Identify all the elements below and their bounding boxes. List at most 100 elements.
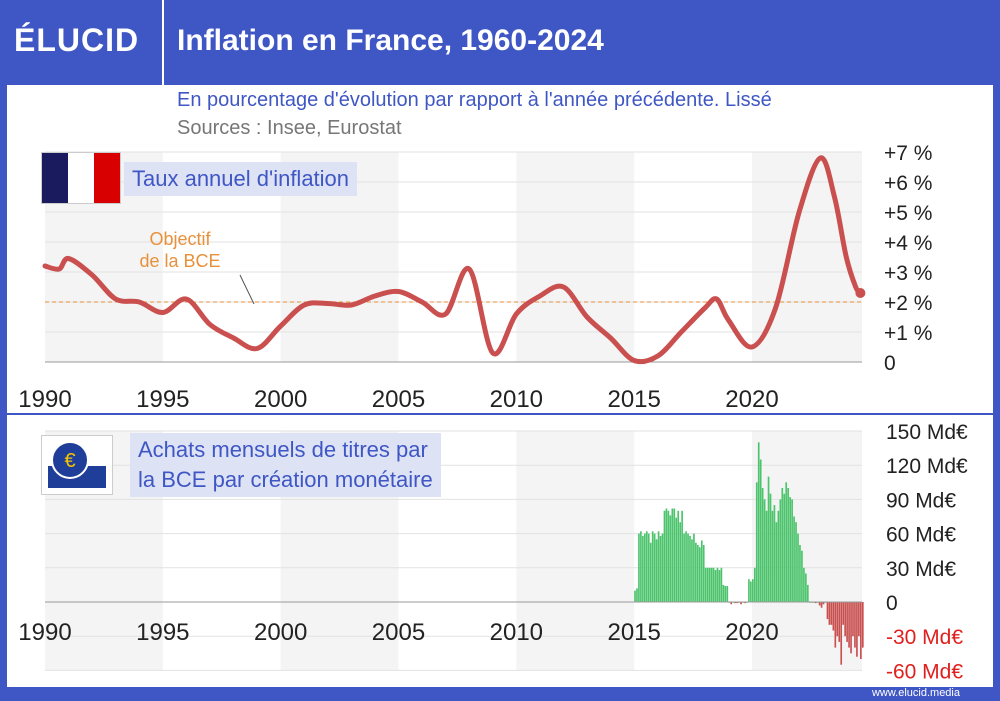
bar bbox=[716, 567, 719, 602]
ecb-target-annotation: Objectif de la BCE bbox=[120, 228, 240, 272]
bar bbox=[740, 602, 742, 605]
bar bbox=[706, 567, 709, 602]
subtitle: En pourcentage d'évolution par rapport à… bbox=[177, 89, 772, 111]
y-tick-label: +5 % bbox=[884, 202, 932, 225]
bar bbox=[677, 510, 680, 602]
bar bbox=[797, 533, 799, 602]
ecb-chart-label: Achats mensuels de titres par la BCE par… bbox=[130, 433, 441, 497]
bar bbox=[702, 545, 705, 602]
bar bbox=[757, 442, 760, 602]
bar bbox=[761, 488, 764, 602]
x-tick-label: 2000 bbox=[254, 386, 307, 413]
bar bbox=[636, 588, 638, 602]
bar bbox=[671, 508, 674, 602]
bar bbox=[846, 602, 848, 642]
x-tick-label: 2020 bbox=[725, 386, 778, 413]
last-point-marker bbox=[855, 288, 866, 298]
bar bbox=[697, 545, 699, 602]
bar bbox=[687, 533, 689, 602]
bar bbox=[752, 579, 754, 602]
bar bbox=[659, 535, 662, 602]
bar bbox=[769, 493, 772, 602]
bar bbox=[744, 602, 746, 604]
bar bbox=[693, 533, 695, 602]
bar bbox=[777, 510, 780, 602]
bar bbox=[801, 550, 803, 602]
bar bbox=[844, 602, 846, 637]
y-tick-label: -60 Md€ bbox=[886, 660, 963, 683]
x-tick-label: 2005 bbox=[372, 619, 425, 646]
bar bbox=[643, 533, 646, 602]
bar bbox=[722, 584, 725, 602]
bar bbox=[795, 522, 797, 602]
bar bbox=[663, 510, 666, 602]
y-tick-label: +7 % bbox=[884, 142, 932, 165]
bar bbox=[718, 570, 721, 602]
x-tick-label: 1990 bbox=[18, 619, 71, 646]
y-tick-label: 30 Md€ bbox=[886, 558, 956, 581]
bar bbox=[689, 535, 691, 602]
y-tick-label: +2 % bbox=[884, 292, 932, 315]
y-tick-label: 0 bbox=[884, 352, 896, 375]
bar bbox=[818, 602, 821, 606]
bar bbox=[698, 547, 701, 602]
bar bbox=[806, 584, 809, 602]
bar bbox=[651, 531, 654, 602]
x-tick-label: 2015 bbox=[607, 619, 660, 646]
bar bbox=[842, 602, 845, 625]
bar bbox=[814, 602, 817, 604]
bar bbox=[753, 567, 756, 602]
bar bbox=[854, 602, 856, 648]
x-tick-label: 1995 bbox=[136, 619, 189, 646]
bar bbox=[803, 567, 805, 602]
bar bbox=[645, 531, 648, 602]
annotation-pointer bbox=[239, 274, 255, 305]
bar bbox=[748, 579, 750, 602]
x-tick-label: 2020 bbox=[725, 619, 778, 646]
y-tick-label: 0 bbox=[886, 592, 898, 615]
y-tick-label: 150 Md€ bbox=[886, 421, 968, 444]
bar bbox=[695, 542, 697, 602]
bar bbox=[759, 459, 762, 602]
y-tick-label: +6 % bbox=[884, 172, 932, 195]
bar bbox=[822, 602, 825, 605]
y-tick-label: 120 Md€ bbox=[886, 455, 968, 478]
bar bbox=[653, 533, 656, 602]
bar bbox=[730, 602, 733, 605]
bar bbox=[661, 533, 664, 602]
bar bbox=[832, 602, 835, 631]
ecb-label-line2: la BCE par création monétaire bbox=[138, 467, 433, 492]
bar bbox=[799, 545, 801, 602]
bar bbox=[655, 539, 658, 602]
bar bbox=[665, 508, 668, 602]
bar bbox=[724, 586, 727, 602]
bar bbox=[838, 602, 841, 642]
bar bbox=[773, 505, 776, 602]
sources: Sources : Insee, Eurostat bbox=[177, 117, 402, 139]
bar bbox=[669, 515, 672, 602]
bar bbox=[860, 602, 862, 659]
x-tick-label: 2010 bbox=[490, 619, 543, 646]
bar bbox=[848, 602, 850, 648]
bar bbox=[714, 570, 717, 602]
bar bbox=[820, 602, 823, 608]
bar bbox=[708, 567, 711, 602]
watermark: www.elucid.media bbox=[871, 687, 960, 699]
bar bbox=[763, 499, 766, 602]
bar bbox=[793, 516, 795, 602]
bar bbox=[750, 581, 752, 602]
bar bbox=[834, 602, 837, 648]
bar bbox=[640, 531, 642, 602]
bar bbox=[791, 499, 793, 602]
svg-text:€: € bbox=[64, 450, 75, 472]
background-band bbox=[516, 431, 635, 671]
bar bbox=[840, 602, 843, 665]
bar bbox=[657, 531, 660, 602]
x-tick-label: 2010 bbox=[490, 386, 543, 413]
bar bbox=[673, 508, 676, 602]
y-tick-label: +1 % bbox=[884, 322, 932, 345]
x-tick-label: 2005 bbox=[372, 386, 425, 413]
ecb-label-line1: Achats mensuels de titres par bbox=[138, 437, 428, 462]
bar bbox=[775, 522, 778, 602]
bar bbox=[734, 602, 736, 604]
